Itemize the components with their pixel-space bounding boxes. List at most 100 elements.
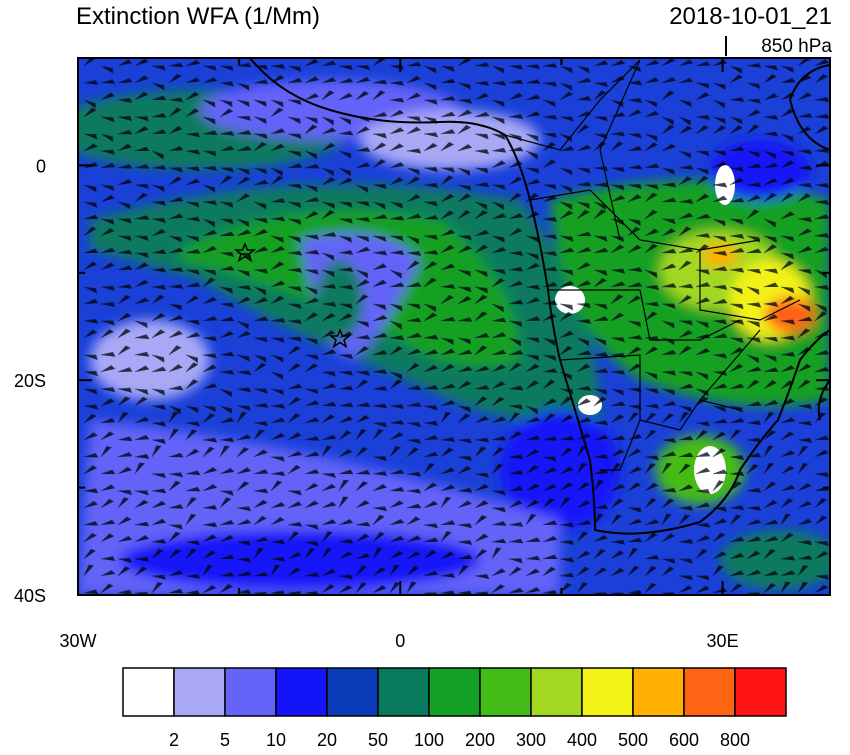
- wind-barb: [202, 522, 218, 528]
- wind-barb: [763, 301, 779, 308]
- wind-barb: [457, 245, 472, 254]
- wind-barb: [661, 487, 677, 493]
- wind-barb: [83, 318, 99, 324]
- wind-barb: [423, 99, 438, 105]
- wind-barb: [219, 130, 235, 136]
- wind-barb: [627, 346, 642, 356]
- wind-barb: [474, 133, 489, 140]
- wind-barb: [270, 516, 285, 526]
- wind-barb: [780, 581, 791, 594]
- wind-barb: [593, 60, 609, 67]
- wind-barb: [202, 296, 217, 305]
- wind-barb: [610, 414, 625, 424]
- wind-barb: [270, 317, 286, 323]
- wind-barb: [185, 235, 200, 242]
- wind-barb: [780, 160, 795, 169]
- wind-barb: [780, 450, 796, 458]
- wind-barb: [559, 91, 574, 101]
- wind-barb: [219, 583, 233, 594]
- wind-barb: [729, 337, 744, 344]
- wind-barb: [712, 405, 727, 413]
- wind-barb: [440, 244, 455, 254]
- wind-barb: [525, 297, 541, 305]
- wind-barb: [593, 548, 606, 560]
- wind-barb: [355, 217, 371, 223]
- wind-barb: [797, 363, 812, 373]
- wind-barb: [321, 201, 335, 209]
- wind-barb: [338, 167, 351, 177]
- wind-barb: [287, 150, 302, 157]
- wind-barb: [406, 332, 422, 339]
- wind-barb: [559, 210, 574, 220]
- wind-barb: [746, 268, 762, 275]
- wind-barb: [678, 150, 692, 159]
- wind-barb: [372, 111, 388, 118]
- wind-barb: [406, 317, 422, 323]
- wind-barb: [780, 295, 795, 305]
- wind-barb: [780, 192, 794, 203]
- wind-barb: [219, 330, 234, 339]
- wind-barb: [695, 320, 709, 329]
- wind-barb: [746, 302, 762, 308]
- wind-barb: [355, 345, 369, 356]
- wind-barb: [729, 347, 744, 356]
- colorbar-label: 200: [465, 730, 495, 750]
- wind-barb: [253, 79, 269, 85]
- wind-barb: [185, 590, 201, 595]
- wind-barb: [372, 90, 386, 101]
- wind-barb: [797, 286, 810, 296]
- colorbar-label: 50: [368, 730, 388, 750]
- wind-barb: [559, 572, 575, 578]
- wind-barb: [100, 387, 116, 393]
- wind-barb: [236, 320, 249, 330]
- wind-barb: [474, 209, 488, 220]
- wind-barb: [729, 247, 745, 254]
- wind-barb: [457, 286, 472, 293]
- madagascar: [817, 379, 830, 421]
- wind-barb: [797, 316, 813, 322]
- wind-barb: [474, 311, 488, 322]
- wind-barb: [253, 286, 266, 296]
- colorbar-label: 500: [618, 730, 648, 750]
- wind-barb: [474, 92, 489, 101]
- wind-barb: [695, 92, 710, 101]
- wind-barb: [610, 514, 622, 526]
- wind-barb: [525, 380, 539, 390]
- wind-barb: [559, 345, 573, 356]
- wind-barb: [695, 175, 709, 186]
- colorbar-box: [581, 667, 634, 717]
- wind-barb: [440, 348, 456, 356]
- wind-barb: [763, 336, 779, 343]
- wind-barb: [117, 411, 129, 424]
- wind-barb: [644, 142, 658, 152]
- wind-barb: [185, 282, 201, 288]
- wind-barb: [151, 165, 167, 170]
- wind-barb: [185, 178, 201, 186]
- lon-tick-label: 30W: [59, 631, 96, 651]
- wind-barb: [355, 235, 370, 242]
- wind-barb: [389, 201, 403, 209]
- wind-barb: [661, 400, 677, 407]
- wind-barb: [559, 466, 574, 475]
- wind-barb: [100, 218, 115, 225]
- wind-barb: [355, 201, 370, 207]
- wind-barb: [593, 133, 608, 140]
- wind-barb: [576, 350, 592, 356]
- colorbar-box: [224, 667, 277, 717]
- wind-barb: [678, 176, 692, 186]
- wind-barb: [678, 383, 694, 390]
- colorbar-label: 600: [669, 730, 699, 750]
- wind-barb: [423, 384, 439, 390]
- wind-barb: [304, 234, 320, 240]
- wind-barb: [185, 319, 200, 326]
- wind-barb: [797, 404, 813, 410]
- wind-barb: [219, 218, 234, 225]
- wind-barb: [610, 312, 625, 322]
- wind-barb: [627, 482, 642, 492]
- wind-barb: [474, 533, 489, 543]
- wind-barb: [423, 303, 437, 312]
- wind-barb: [117, 436, 133, 442]
- wind-barb: [593, 368, 609, 374]
- wind-barb: [508, 349, 524, 356]
- wind-barb: [389, 320, 402, 330]
